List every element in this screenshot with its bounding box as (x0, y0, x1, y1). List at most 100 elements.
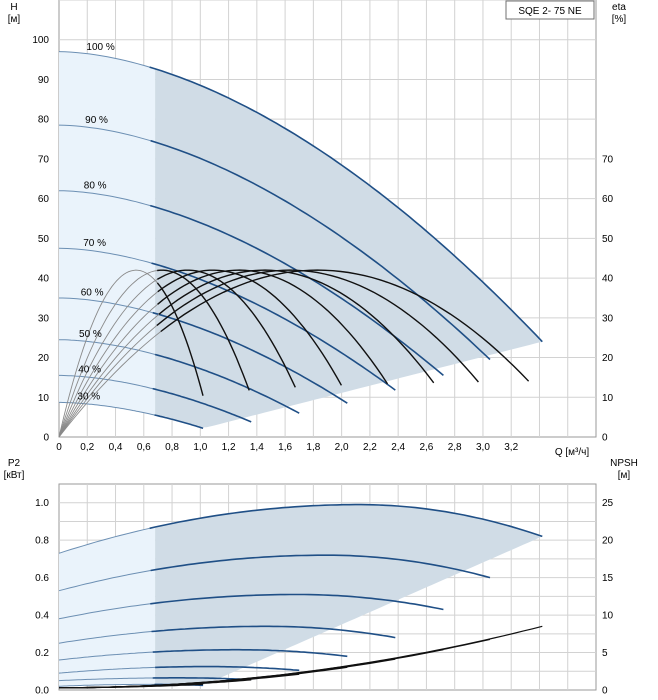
eta-tick-label: 40 (602, 274, 614, 285)
head-curve-thin (58, 124, 151, 142)
operating-area-dark (155, 68, 543, 428)
npsh-tick-label: 20 (602, 536, 614, 547)
power-curve (155, 665, 300, 672)
npsh-axis-title: NPSH (610, 458, 638, 469)
curve-speed-label: 100 % (86, 42, 114, 53)
model-label-box: SQE 2- 75 NE (505, 0, 595, 20)
npsh-axis-unit: [м] (618, 470, 631, 481)
efficiency-curve (157, 269, 250, 391)
npsh-tick-label: 25 (602, 498, 614, 509)
power-area-dark (155, 504, 543, 686)
head-tick-label: 90 (38, 75, 50, 86)
flow-tick-label: 2,8 (448, 442, 462, 453)
npsh-tick-label: 5 (602, 648, 608, 659)
eta-tick-label: 30 (602, 313, 614, 324)
operating-area-light (59, 51, 156, 416)
head-curve-thin (58, 190, 156, 208)
efficiency-curve (157, 269, 343, 386)
curve-speed-label: 90 % (85, 115, 108, 126)
flow-tick-label: 2,2 (363, 442, 377, 453)
power-axis-title: P2 (8, 458, 21, 469)
head-tick-label: 0 (43, 433, 49, 444)
head-tick-label: 60 (38, 194, 50, 205)
flow-tick-label: 3,0 (476, 442, 490, 453)
head-tick-label: 50 (38, 234, 50, 245)
power-curve (150, 554, 491, 579)
curve-speed-label: 70 % (83, 238, 106, 249)
head-axes: 0 10 20 30 40 50 60 70 80 90 100 0 10 20 30 40 50 60 70 0 0,… (32, 35, 613, 453)
flow-axis-title: Q [м³/ч] (555, 447, 590, 458)
power-curve-thin (58, 602, 156, 620)
power-curve (152, 677, 252, 681)
flow-tick-label: 2,4 (391, 442, 405, 453)
npsh-tick-label: 0 (602, 686, 608, 697)
power-curve-thin (58, 683, 155, 687)
power-curve (151, 625, 396, 639)
curve-speed-label: 60 % (81, 287, 104, 298)
power-area-light (59, 527, 156, 687)
eta-tick-label: 60 (602, 194, 614, 205)
npsh-tick-label: 15 (602, 573, 614, 584)
power-npsh-chart: 0.0 0.2 0.4 0.6 0.8 1.0 0 5 10 15 20 25 P2 [кВт] NP… (4, 458, 638, 697)
power-curve (150, 593, 444, 611)
head-curve-thin (59, 339, 156, 355)
model-label: SQE 2- 75 NE (518, 6, 582, 17)
head-curve (149, 66, 543, 343)
npsh-curve (59, 683, 204, 689)
flow-tick-label: 0,8 (165, 442, 179, 453)
npsh-curves (58, 625, 543, 689)
eta-axis-unit: [%] (612, 14, 627, 25)
head-curve-labels: 100 % 90 % 80 % 70 % 60 % 50 % 40 % 30 % (77, 42, 114, 402)
efficiency-curve (157, 269, 389, 385)
power-curve (152, 648, 348, 658)
curve-speed-label: 40 % (78, 364, 101, 375)
head-curve (152, 311, 348, 404)
power-curve (149, 503, 543, 538)
efficiency-curve (156, 282, 204, 396)
power-curve-thin (58, 631, 152, 644)
power-curve-thin (58, 527, 150, 554)
flow-tick-label: 0,6 (137, 442, 151, 453)
head-curve (154, 414, 204, 430)
flow-tick-label: 1,4 (250, 442, 264, 453)
head-curve-thin (59, 401, 155, 416)
efficiency-curve (158, 269, 435, 384)
power-axes: 0.0 0.2 0.4 0.6 0.8 1.0 0 5 10 15 20 25 (35, 498, 613, 696)
power-curves (58, 503, 543, 687)
power-tick-label: 0.8 (35, 536, 49, 547)
flow-tick-label: 2,6 (419, 442, 433, 453)
model-label-frame (505, 0, 595, 20)
head-axis-title-line1: H (10, 2, 17, 13)
efficiency-curve (156, 269, 479, 383)
power-tick-label: 0.0 (35, 686, 49, 697)
flow-tick-label: 1,2 (222, 442, 236, 453)
eta-axis-title: eta (612, 2, 626, 13)
head-curve-thin (59, 297, 153, 314)
head-tick-label: 70 (38, 154, 50, 165)
power-tick-label: 0.4 (35, 611, 49, 622)
head-tick-label: 80 (38, 115, 50, 126)
head-tick-label: 20 (38, 353, 50, 364)
head-efficiency-chart: 100 % 90 % 80 % 70 % 60 % 50 % 40 % 30 % 0 10 20 3… (8, 0, 627, 458)
head-curve (150, 139, 491, 361)
eta-tick-label: 50 (602, 234, 614, 245)
head-tick-label: 40 (38, 274, 50, 285)
power-curve-thin (58, 651, 153, 661)
power-tick-label: 0.6 (35, 573, 49, 584)
eta-tick-label: 20 (602, 353, 614, 364)
head-curve (151, 262, 396, 391)
flow-tick-label: 2,0 (335, 442, 349, 453)
flow-tick-label: 0 (56, 442, 62, 453)
eta-tick-label: 0 (602, 433, 608, 444)
curve-speed-label: 30 % (77, 391, 100, 402)
power-curve-thin (58, 570, 151, 592)
flow-tick-label: 1,8 (306, 442, 320, 453)
head-tick-label: 30 (38, 313, 50, 324)
npsh-tick-label: 10 (602, 611, 614, 622)
efficiency-curve (157, 269, 296, 388)
efficiency-curve (160, 269, 530, 382)
curve-speed-label: 50 % (79, 329, 102, 340)
power-tick-label: 1.0 (35, 498, 49, 509)
eta-tick-label: 10 (602, 393, 614, 404)
